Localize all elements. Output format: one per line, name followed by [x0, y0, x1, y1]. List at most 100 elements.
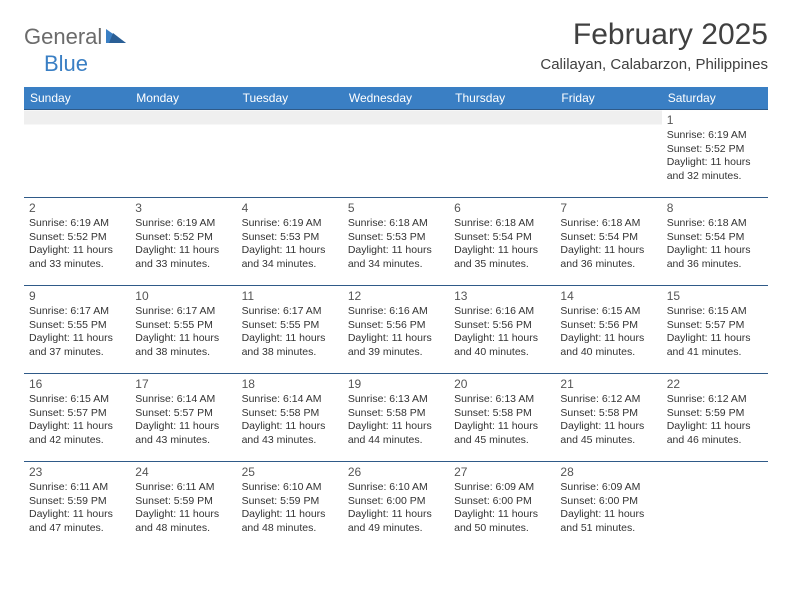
month-title: February 2025	[540, 18, 768, 52]
sunset-text: Sunset: 5:59 PM	[29, 495, 125, 508]
calendar-day-cell: 16Sunrise: 6:15 AMSunset: 5:57 PMDayligh…	[24, 374, 130, 462]
daylight-text: Daylight: 11 hours and 44 minutes.	[348, 420, 444, 447]
sunset-text: Sunset: 5:57 PM	[29, 407, 125, 420]
daylight-text: Daylight: 11 hours and 41 minutes.	[667, 332, 763, 359]
day-number: 5	[348, 201, 444, 216]
day-number: 8	[667, 201, 763, 216]
calendar-day-cell	[343, 110, 449, 198]
logo: General	[24, 18, 128, 50]
day-number: 18	[242, 377, 338, 392]
day-number: 19	[348, 377, 444, 392]
daylight-text: Daylight: 11 hours and 47 minutes.	[29, 508, 125, 535]
sunrise-text: Sunrise: 6:18 AM	[348, 217, 444, 230]
calendar-day-cell	[555, 110, 661, 198]
sunrise-text: Sunrise: 6:15 AM	[29, 393, 125, 406]
sunset-text: Sunset: 5:58 PM	[560, 407, 656, 420]
day-number: 17	[135, 377, 231, 392]
daylight-text: Daylight: 11 hours and 38 minutes.	[135, 332, 231, 359]
sunset-text: Sunset: 5:58 PM	[454, 407, 550, 420]
sunrise-text: Sunrise: 6:16 AM	[348, 305, 444, 318]
calendar-day-cell: 23Sunrise: 6:11 AMSunset: 5:59 PMDayligh…	[24, 462, 130, 550]
daylight-text: Daylight: 11 hours and 40 minutes.	[560, 332, 656, 359]
sunset-text: Sunset: 6:00 PM	[560, 495, 656, 508]
day-number: 27	[454, 465, 550, 480]
sunrise-text: Sunrise: 6:19 AM	[29, 217, 125, 230]
sunrise-text: Sunrise: 6:18 AM	[454, 217, 550, 230]
sunrise-text: Sunrise: 6:09 AM	[454, 481, 550, 494]
sunrise-text: Sunrise: 6:13 AM	[348, 393, 444, 406]
calendar-day-cell: 2Sunrise: 6:19 AMSunset: 5:52 PMDaylight…	[24, 198, 130, 286]
calendar-day-cell: 20Sunrise: 6:13 AMSunset: 5:58 PMDayligh…	[449, 374, 555, 462]
day-number: 16	[29, 377, 125, 392]
calendar-day-cell	[24, 110, 130, 198]
calendar-day-cell: 11Sunrise: 6:17 AMSunset: 5:55 PMDayligh…	[237, 286, 343, 374]
weekday-header: Thursday	[449, 87, 555, 110]
daylight-text: Daylight: 11 hours and 34 minutes.	[242, 244, 338, 271]
daylight-text: Daylight: 11 hours and 50 minutes.	[454, 508, 550, 535]
sunrise-text: Sunrise: 6:10 AM	[242, 481, 338, 494]
calendar-week-row: 23Sunrise: 6:11 AMSunset: 5:59 PMDayligh…	[24, 462, 768, 550]
sunset-text: Sunset: 5:53 PM	[242, 231, 338, 244]
sunrise-text: Sunrise: 6:17 AM	[29, 305, 125, 318]
daylight-text: Daylight: 11 hours and 43 minutes.	[242, 420, 338, 447]
sunrise-text: Sunrise: 6:19 AM	[242, 217, 338, 230]
sunrise-text: Sunrise: 6:12 AM	[667, 393, 763, 406]
calendar-day-cell: 7Sunrise: 6:18 AMSunset: 5:54 PMDaylight…	[555, 198, 661, 286]
calendar-day-cell	[449, 110, 555, 198]
day-number: 4	[242, 201, 338, 216]
calendar-body: 1Sunrise: 6:19 AMSunset: 5:52 PMDaylight…	[24, 110, 768, 550]
sunrise-text: Sunrise: 6:14 AM	[242, 393, 338, 406]
sunset-text: Sunset: 5:57 PM	[135, 407, 231, 420]
logo-text-general: General	[24, 24, 102, 50]
day-number: 13	[454, 289, 550, 304]
sunset-text: Sunset: 5:55 PM	[29, 319, 125, 332]
day-number: 11	[242, 289, 338, 304]
calendar-day-cell: 12Sunrise: 6:16 AMSunset: 5:56 PMDayligh…	[343, 286, 449, 374]
calendar-day-cell: 8Sunrise: 6:18 AMSunset: 5:54 PMDaylight…	[662, 198, 768, 286]
sunset-text: Sunset: 5:59 PM	[135, 495, 231, 508]
logo-text-blue: Blue	[44, 51, 88, 76]
daylight-text: Daylight: 11 hours and 34 minutes.	[348, 244, 444, 271]
sunset-text: Sunset: 5:52 PM	[667, 143, 763, 156]
calendar-day-cell: 27Sunrise: 6:09 AMSunset: 6:00 PMDayligh…	[449, 462, 555, 550]
sunset-text: Sunset: 5:54 PM	[560, 231, 656, 244]
calendar-day-cell: 25Sunrise: 6:10 AMSunset: 5:59 PMDayligh…	[237, 462, 343, 550]
calendar-day-cell: 24Sunrise: 6:11 AMSunset: 5:59 PMDayligh…	[130, 462, 236, 550]
sunset-text: Sunset: 5:56 PM	[560, 319, 656, 332]
weekday-header: Tuesday	[237, 87, 343, 110]
calendar-day-cell: 10Sunrise: 6:17 AMSunset: 5:55 PMDayligh…	[130, 286, 236, 374]
calendar-day-cell: 4Sunrise: 6:19 AMSunset: 5:53 PMDaylight…	[237, 198, 343, 286]
calendar-day-cell: 17Sunrise: 6:14 AMSunset: 5:57 PMDayligh…	[130, 374, 236, 462]
sunset-text: Sunset: 6:00 PM	[348, 495, 444, 508]
calendar-day-cell: 13Sunrise: 6:16 AMSunset: 5:56 PMDayligh…	[449, 286, 555, 374]
calendar-week-row: 9Sunrise: 6:17 AMSunset: 5:55 PM Daylight…	[24, 286, 768, 374]
sunset-text: Sunset: 5:56 PM	[348, 319, 444, 332]
calendar-day-cell: 5Sunrise: 6:18 AMSunset: 5:53 PMDaylight…	[343, 198, 449, 286]
weekday-header: Sunday	[24, 87, 130, 110]
day-number: 15	[667, 289, 763, 304]
daylight-text: Daylight: 11 hours and 45 minutes.	[560, 420, 656, 447]
calendar-day-cell: 19Sunrise: 6:13 AMSunset: 5:58 PMDayligh…	[343, 374, 449, 462]
calendar-day-cell: 9Sunrise: 6:17 AMSunset: 5:55 PMDaylight…	[24, 286, 130, 374]
sunset-text: Sunset: 5:54 PM	[454, 231, 550, 244]
sunset-text: Sunset: 5:56 PM	[454, 319, 550, 332]
day-number: 14	[560, 289, 656, 304]
sunrise-text: Sunrise: 6:18 AM	[560, 217, 656, 230]
sunrise-text: Sunrise: 6:09 AM	[560, 481, 656, 494]
weekday-header: Wednesday	[343, 87, 449, 110]
sunrise-text: Sunrise: 6:11 AM	[135, 481, 231, 494]
calendar-week-row: 16Sunrise: 6:15 AMSunset: 5:57 PMDayligh…	[24, 374, 768, 462]
sunrise-text: Sunrise: 6:10 AM	[348, 481, 444, 494]
sunrise-text: Sunrise: 6:19 AM	[135, 217, 231, 230]
day-number: 9	[29, 289, 125, 304]
calendar-day-cell: 26Sunrise: 6:10 AMSunset: 6:00 PMDayligh…	[343, 462, 449, 550]
sunrise-text: Sunrise: 6:15 AM	[560, 305, 656, 318]
sunset-text: Sunset: 5:52 PM	[29, 231, 125, 244]
calendar-week-row: 2Sunrise: 6:19 AMSunset: 5:52 PMDaylight…	[24, 198, 768, 286]
day-number: 10	[135, 289, 231, 304]
day-number: 24	[135, 465, 231, 480]
sunset-text: Sunset: 5:59 PM	[242, 495, 338, 508]
day-number: 1	[667, 113, 763, 128]
day-number: 20	[454, 377, 550, 392]
day-number: 21	[560, 377, 656, 392]
